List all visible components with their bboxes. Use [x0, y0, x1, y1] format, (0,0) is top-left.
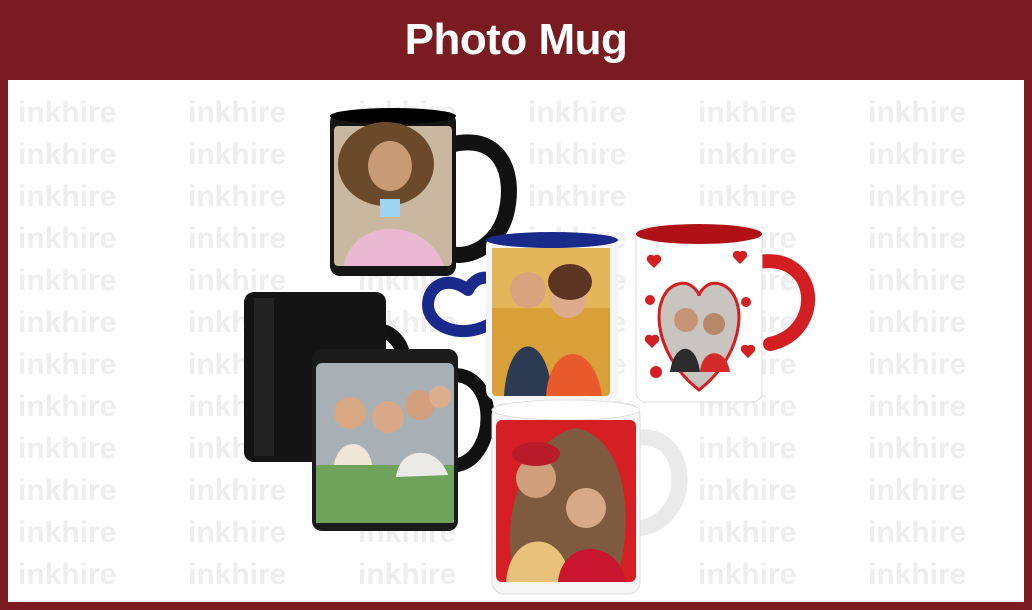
watermark-text: inkhire	[698, 138, 796, 171]
watermark-text: inkhire	[868, 390, 966, 423]
watermark-text: inkhire	[868, 306, 966, 339]
watermark-text: inkhire	[698, 474, 796, 507]
watermark-text: inkhire	[698, 558, 796, 591]
watermark-text: inkhire	[868, 138, 966, 171]
product-showcase: inkhire inkhire inkhire inkhire inkhire inkhi…	[8, 80, 1024, 602]
watermark-text: inkhire	[18, 222, 116, 255]
watermark-text: inkhire	[868, 516, 966, 549]
watermark-text: inkhire	[188, 558, 286, 591]
page-title: Photo Mug	[404, 15, 628, 64]
watermark-text: inkhire	[188, 138, 286, 171]
watermark-text: inkhire	[18, 432, 116, 465]
watermark-text: inkhire	[528, 138, 626, 171]
watermark-text: inkhire	[868, 264, 966, 297]
watermark-text: inkhire	[698, 96, 796, 129]
watermark-text: inkhire	[188, 516, 286, 549]
watermark-text: inkhire	[358, 558, 456, 591]
watermark-text: inkhire	[528, 180, 626, 213]
watermark-text: inkhire	[868, 432, 966, 465]
watermark-text: inkhire	[188, 96, 286, 129]
mug-white-wedding	[491, 399, 688, 595]
watermark-text: inkhire	[698, 516, 796, 549]
watermark-text: inkhire	[18, 264, 116, 297]
watermark-text: inkhire	[18, 96, 116, 129]
watermark-text: inkhire	[18, 138, 116, 171]
watermark-text: inkhire	[188, 180, 286, 213]
watermark-text: inkhire	[188, 222, 286, 255]
watermark-text: inkhire	[868, 474, 966, 507]
watermark-text: inkhire	[698, 180, 796, 213]
watermark-text: inkhire	[188, 264, 286, 297]
watermark-text: inkhire	[18, 348, 116, 381]
watermark-text: inkhire	[868, 96, 966, 129]
watermark-text: inkhire	[868, 180, 966, 213]
watermark-text: inkhire	[528, 96, 626, 129]
mug-blue-heart-couple	[422, 232, 618, 400]
watermark-text: inkhire	[18, 474, 116, 507]
watermark-text: inkhire	[868, 222, 966, 255]
mug-red-heart-couple	[635, 224, 816, 403]
mug-black-girl	[330, 108, 517, 276]
watermark-text: inkhire	[18, 306, 116, 339]
watermark-text: inkhire	[18, 558, 116, 591]
watermark-text: inkhire	[18, 516, 116, 549]
watermark-text: inkhire	[698, 432, 796, 465]
watermark-text: inkhire	[18, 180, 116, 213]
watermark-text: inkhire	[868, 558, 966, 591]
watermark-text: inkhire	[18, 390, 116, 423]
watermark-text: inkhire	[868, 348, 966, 381]
header-bar: Photo Mug	[0, 0, 1032, 80]
watermark-text: inkhire	[188, 474, 286, 507]
mug-magic-family	[312, 349, 495, 531]
